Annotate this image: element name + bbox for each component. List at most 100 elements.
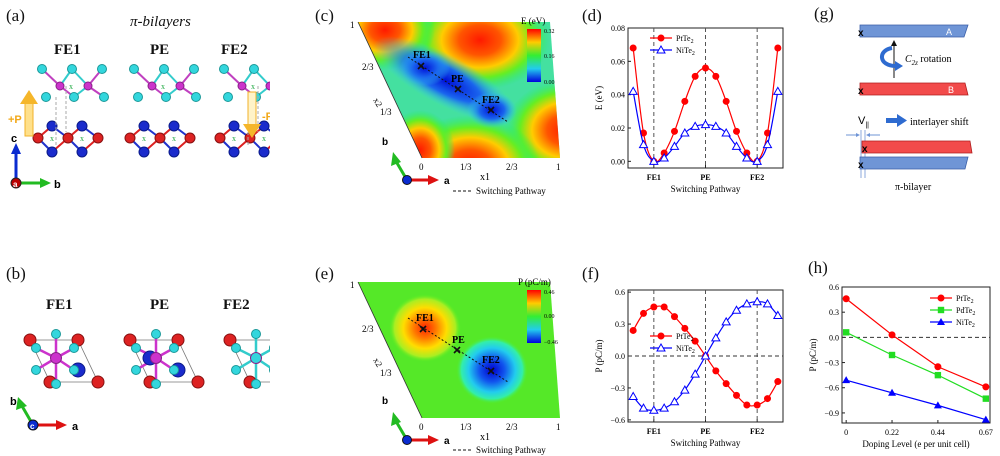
te-atom — [169, 365, 179, 375]
red-atom — [92, 132, 104, 144]
red-atom — [214, 132, 226, 144]
y-axis-label: P (pC/m) — [808, 339, 818, 372]
te-atom — [231, 365, 241, 375]
axis-a-label: a — [444, 436, 450, 447]
layer-b — [859, 82, 969, 96]
legend-entry: NiTe2 — [676, 344, 695, 355]
y-tick-label: 0.6 — [829, 283, 839, 292]
center-marker: x — [262, 134, 266, 143]
polarization-up-label: +P — [8, 114, 22, 126]
panel-h: (h) −0.9 −0.6 −0.3 0.0 0.3 0.6 0 0.22 0.44 0.67 Do… — [790, 250, 1000, 456]
te-atom — [189, 64, 199, 74]
data-point-ptte — [671, 127, 678, 135]
y-tick-1-3: 1/3 — [380, 368, 392, 378]
red-atom — [32, 132, 44, 144]
plot-frame — [841, 286, 991, 424]
data-point-nite — [638, 403, 649, 412]
y-axis-label: x2 — [371, 356, 384, 369]
structure-label-fe1: FE1 — [54, 42, 81, 58]
blue-atom — [168, 146, 180, 158]
x-tick-1-3: 1/3 — [460, 422, 472, 432]
layer-a — [859, 24, 969, 38]
colorbar — [527, 290, 541, 343]
data-point-nite — [731, 141, 742, 150]
layer-a-marker: x — [858, 28, 864, 39]
data-point-nite — [690, 369, 701, 378]
y-tick-2-3: 2/3 — [362, 62, 374, 72]
red-atom — [62, 132, 74, 144]
panel-c-label: (c) — [315, 6, 334, 25]
legend-entry: NiTe2 — [676, 46, 695, 57]
data-point-nite — [638, 139, 649, 149]
x-tick-label: FE2 — [750, 173, 764, 182]
y-tick-1: 1 — [350, 20, 355, 30]
y-tick-label: 0.06 — [611, 57, 625, 66]
data-point-nite — [762, 298, 773, 308]
polarization-down-label: -P — [262, 111, 270, 123]
te-atom — [131, 365, 141, 375]
shift-arrow-icon — [886, 118, 898, 123]
center-marker: x — [161, 82, 165, 91]
center-marker: x — [251, 82, 255, 91]
data-point-ptte — [629, 326, 637, 334]
data-point-ptte — [691, 337, 699, 345]
te-atom — [133, 92, 143, 102]
panel-f: (f) −0.6 −0.3 0.0 0.3 0.6 FE1 PE FE2 Switching P… — [560, 240, 790, 456]
data-point-ptte — [660, 303, 668, 311]
x-axis-label: Doping Level (e per unit cell) — [862, 439, 969, 449]
y-tick-label: −0.3 — [610, 384, 625, 393]
data-point-ptte — [640, 309, 647, 317]
x-tick-label: 0.67 — [979, 428, 993, 437]
axis-c-label: c — [30, 422, 35, 431]
data-point-nite — [700, 119, 711, 129]
x-tick-2-3: 2/3 — [506, 422, 518, 432]
series-line-nite — [846, 379, 987, 421]
y-tick-label: 0.0 — [615, 352, 625, 361]
y-tick-label: −0.3 — [824, 359, 839, 368]
doping-polarization-chart: −0.9 −0.6 −0.3 0.0 0.3 0.6 0 0.22 0.44 0.67 Doping… — [808, 283, 993, 449]
bilayer-top-layer — [861, 140, 973, 154]
panel-c: (c) — [270, 0, 560, 200]
legend-marker — [657, 34, 665, 42]
axes-indicator-e — [391, 412, 439, 445]
x-tick-0: 0 — [419, 422, 424, 432]
data-point-ptte — [764, 395, 771, 403]
center-marker: x — [172, 134, 176, 143]
bilayer-label: π-bilayer — [895, 182, 932, 193]
data-point-pdte — [888, 351, 896, 359]
panel-d: (d) 0.00 0.02 0.04 0.06 0.08 FE1 PE FE2 Switchin… — [560, 0, 790, 200]
y-tick-1-3: 1/3 — [380, 107, 392, 117]
x-tick-label: 0 — [844, 428, 848, 437]
data-point-nite — [679, 385, 690, 394]
te-atom — [69, 343, 79, 353]
legend-marker — [656, 342, 666, 352]
series-line-ptte — [845, 298, 987, 388]
panel-e: (e) FE1 PE FE2 1 2/ — [270, 240, 560, 456]
x-tick-1: 1 — [556, 422, 560, 432]
data-point-nite — [842, 376, 851, 384]
te-atom — [69, 92, 79, 102]
red-atom — [23, 333, 37, 347]
structure-label-fe2: FE2 — [221, 42, 248, 58]
red-atom — [223, 333, 237, 347]
point-label-fe2: FE2 — [482, 95, 500, 106]
center-marker: x — [50, 134, 54, 143]
panel-b: (b) b a c FE1 PE FE2 — [0, 240, 270, 456]
data-point-pdte — [982, 395, 990, 402]
data-point-ptte — [681, 97, 689, 105]
legend-entry: PtTe2 — [676, 332, 694, 343]
point-label-fe1: FE1 — [413, 50, 431, 61]
x-tick-label: 0.44 — [931, 428, 945, 437]
te-atom — [231, 343, 241, 353]
colorbar-tick-max: 0.32 — [544, 29, 555, 35]
x-tick-label: PE — [700, 173, 710, 182]
data-point-nite — [721, 316, 732, 326]
axes-indicator-a — [10, 143, 51, 189]
center-marker: x — [142, 134, 146, 143]
point-label-fe1: FE1 — [416, 313, 434, 324]
te-atom — [129, 64, 139, 74]
center-marker: x — [232, 134, 236, 143]
te-atom — [97, 64, 107, 74]
colorbar-tick-min: −0.46 — [544, 340, 558, 346]
structure-label-fe2: FE2 — [223, 297, 250, 313]
